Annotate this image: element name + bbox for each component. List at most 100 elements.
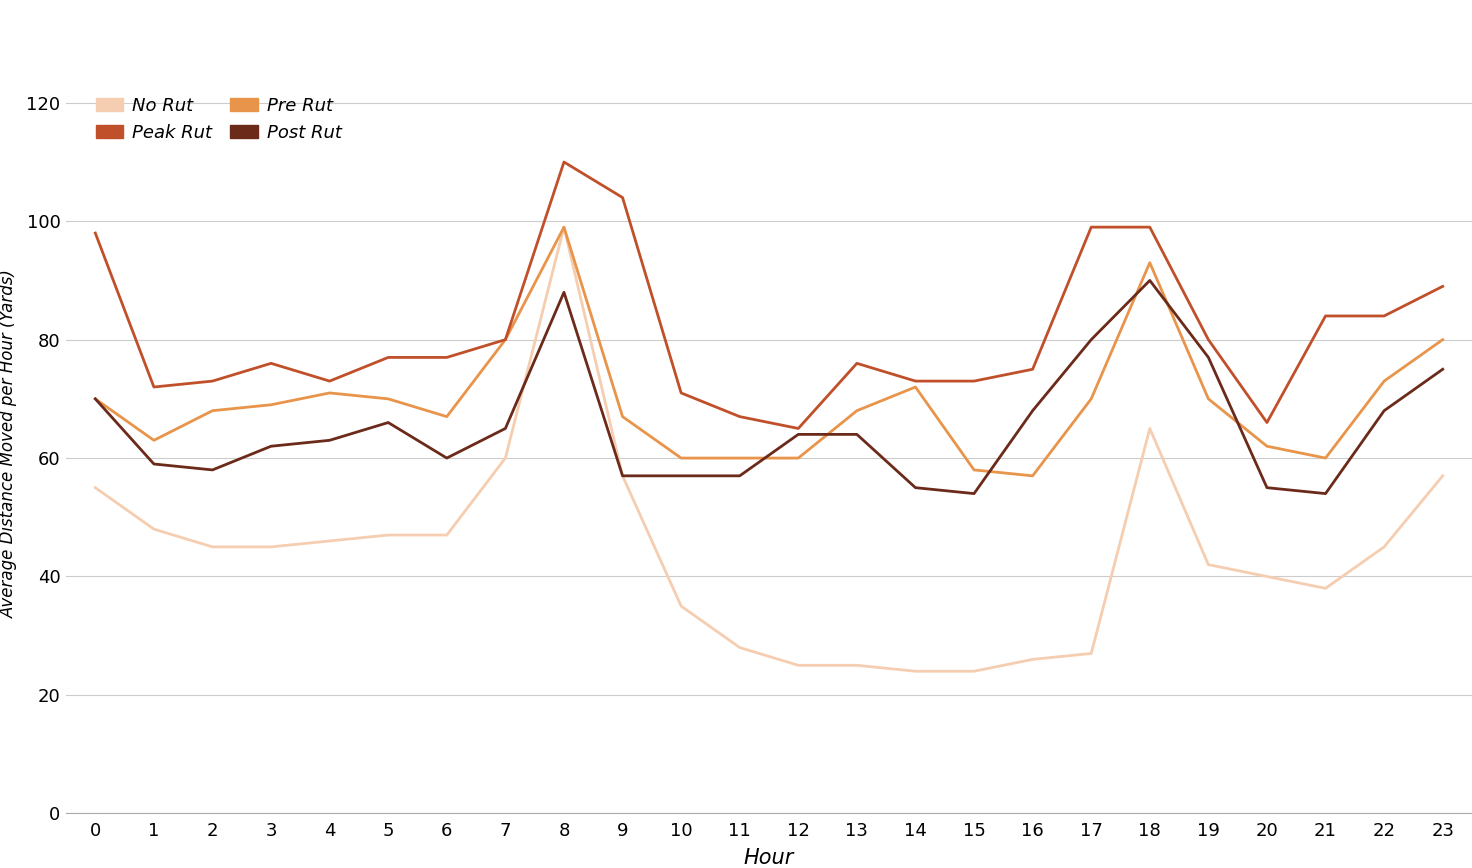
Pre Rut xyxy=(907,382,924,392)
Pre Rut xyxy=(496,334,514,345)
No Rut xyxy=(439,529,456,540)
Pre Rut xyxy=(1259,441,1276,451)
Post Rut xyxy=(614,470,631,481)
Post Rut xyxy=(907,483,924,493)
Peak Rut xyxy=(496,334,514,345)
No Rut xyxy=(1317,583,1335,594)
Post Rut xyxy=(321,435,339,445)
Peak Rut xyxy=(614,193,631,203)
Pre Rut xyxy=(321,388,339,398)
No Rut xyxy=(1375,542,1393,552)
No Rut xyxy=(1259,571,1276,582)
No Rut xyxy=(555,222,573,233)
No Rut xyxy=(907,666,924,676)
Peak Rut xyxy=(262,358,280,369)
Post Rut xyxy=(380,418,397,428)
Peak Rut xyxy=(1141,222,1158,233)
Peak Rut xyxy=(439,352,456,363)
Post Rut xyxy=(848,429,866,439)
Pre Rut xyxy=(1317,453,1335,464)
Legend: No Rut, Peak Rut, Pre Rut, Post Rut: No Rut, Peak Rut, Pre Rut, Post Rut xyxy=(90,89,349,149)
Peak Rut xyxy=(1259,418,1276,428)
No Rut xyxy=(87,483,105,493)
Pre Rut xyxy=(1082,394,1100,404)
No Rut xyxy=(146,524,163,535)
No Rut xyxy=(614,470,631,481)
Pre Rut xyxy=(87,394,105,404)
No Rut xyxy=(1200,560,1217,570)
X-axis label: Hour: Hour xyxy=(743,848,795,868)
Post Rut xyxy=(1082,334,1100,345)
Post Rut xyxy=(439,453,456,464)
Post Rut xyxy=(1200,352,1217,363)
Peak Rut xyxy=(146,382,163,392)
Peak Rut xyxy=(87,228,105,239)
No Rut xyxy=(789,660,807,670)
Post Rut xyxy=(496,424,514,434)
Pre Rut xyxy=(614,411,631,422)
Pre Rut xyxy=(673,453,690,464)
No Rut xyxy=(848,660,866,670)
Peak Rut xyxy=(1025,364,1042,374)
Pre Rut xyxy=(789,453,807,464)
Peak Rut xyxy=(1434,281,1451,292)
Post Rut xyxy=(789,429,807,439)
Peak Rut xyxy=(673,388,690,398)
Pre Rut xyxy=(1434,334,1451,345)
Post Rut xyxy=(203,464,221,475)
No Rut xyxy=(321,536,339,546)
Pre Rut xyxy=(1200,394,1217,404)
No Rut xyxy=(262,542,280,552)
Post Rut xyxy=(87,394,105,404)
Post Rut xyxy=(1259,483,1276,493)
Post Rut xyxy=(1434,364,1451,374)
Peak Rut xyxy=(789,424,807,434)
Line: Post Rut: Post Rut xyxy=(96,280,1443,494)
No Rut xyxy=(673,601,690,611)
No Rut xyxy=(1082,648,1100,659)
Peak Rut xyxy=(966,376,983,386)
Pre Rut xyxy=(262,399,280,410)
Post Rut xyxy=(1317,489,1335,499)
Post Rut xyxy=(732,470,749,481)
Peak Rut xyxy=(555,157,573,168)
Pre Rut xyxy=(203,405,221,416)
No Rut xyxy=(1434,470,1451,481)
Text: Hourly Buck Movements by Rut Phase: Hourly Buck Movements by Rut Phase xyxy=(380,19,1158,54)
Post Rut xyxy=(966,489,983,499)
Post Rut xyxy=(555,287,573,298)
No Rut xyxy=(496,453,514,464)
Y-axis label: Average Distance Moved per Hour (Yards): Average Distance Moved per Hour (Yards) xyxy=(0,269,18,618)
No Rut xyxy=(966,666,983,676)
Pre Rut xyxy=(146,435,163,445)
Line: Pre Rut: Pre Rut xyxy=(96,227,1443,476)
Post Rut xyxy=(1375,405,1393,416)
Pre Rut xyxy=(1025,470,1042,481)
Pre Rut xyxy=(439,411,456,422)
Peak Rut xyxy=(848,358,866,369)
Peak Rut xyxy=(732,411,749,422)
Pre Rut xyxy=(966,464,983,475)
Post Rut xyxy=(146,459,163,470)
Post Rut xyxy=(673,470,690,481)
Peak Rut xyxy=(1317,311,1335,321)
Pre Rut xyxy=(732,453,749,464)
Line: No Rut: No Rut xyxy=(96,227,1443,671)
Post Rut xyxy=(262,441,280,451)
Peak Rut xyxy=(380,352,397,363)
No Rut xyxy=(203,542,221,552)
Pre Rut xyxy=(848,405,866,416)
Pre Rut xyxy=(555,222,573,233)
No Rut xyxy=(732,642,749,653)
Peak Rut xyxy=(321,376,339,386)
Peak Rut xyxy=(1375,311,1393,321)
Post Rut xyxy=(1025,405,1042,416)
No Rut xyxy=(1141,424,1158,434)
Pre Rut xyxy=(1375,376,1393,386)
Peak Rut xyxy=(203,376,221,386)
No Rut xyxy=(1025,654,1042,665)
Line: Peak Rut: Peak Rut xyxy=(96,162,1443,429)
Pre Rut xyxy=(1141,258,1158,268)
Pre Rut xyxy=(380,394,397,404)
Peak Rut xyxy=(1200,334,1217,345)
